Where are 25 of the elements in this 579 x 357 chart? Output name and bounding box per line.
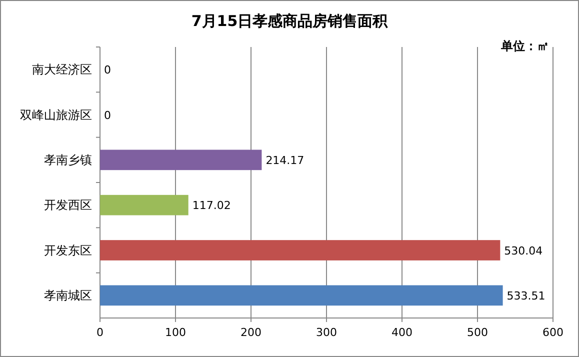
chart-title: 7月15日孝感商品房销售面积: [191, 12, 389, 30]
bar: [100, 285, 503, 306]
x-tick-label: 200: [240, 326, 262, 339]
data-label: 0: [104, 64, 111, 77]
bar: [100, 194, 188, 216]
annotation: 单位：㎡: [500, 39, 549, 53]
bar: [100, 150, 262, 170]
data-label: 533.51: [506, 289, 546, 302]
y-tick-label: 孝南乡镇: [44, 152, 92, 167]
y-tick-label: 孝南城区: [44, 288, 92, 302]
data-label: 117.02: [192, 199, 231, 212]
x-tick-label: 400: [392, 326, 412, 339]
x-tick-label: 300: [316, 326, 337, 339]
y-tick-label: 开发西区: [44, 198, 92, 212]
data-label: 0: [104, 108, 111, 122]
x-tick-label: 600: [542, 326, 564, 339]
y-tick-label: 开发东区: [44, 243, 92, 258]
y-tick-label: 双峰山旅游区: [20, 108, 92, 122]
y-tick-label: 南大经济区: [32, 62, 92, 77]
data-label: 214.17: [266, 154, 304, 167]
x-tick-label: 500: [467, 326, 488, 339]
x-tick-label: 0: [96, 326, 104, 339]
data-label: 530.04: [504, 244, 543, 258]
bar: [100, 240, 500, 260]
x-tick-label: 100: [165, 326, 186, 339]
